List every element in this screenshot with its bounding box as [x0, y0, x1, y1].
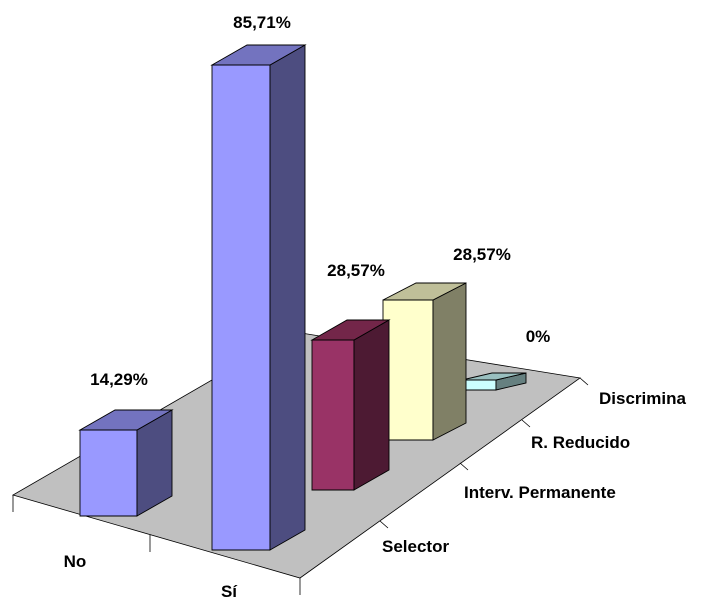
depth-category-label-0: Selector: [382, 537, 449, 556]
bar-no-selector: [78, 409, 174, 517]
bar-top: [310, 319, 391, 341]
data-label-4: 0%: [526, 327, 551, 346]
data-label-1: 85,71%: [233, 13, 291, 32]
bar-s-interv-permanente: [310, 319, 391, 491]
x-category-label-no: No: [64, 552, 87, 571]
labels-group: 14,29% 85,71% 28,57% 28,57% 0% No Sí Selector In…: [64, 13, 687, 601]
bar-top: [78, 409, 174, 431]
bar-top: [210, 44, 307, 66]
data-label-0: 14,29%: [90, 370, 148, 389]
axis-tick: [521, 419, 531, 428]
bar-top: [382, 282, 467, 301]
bars-group: [78, 44, 527, 551]
bar-front: [382, 299, 434, 441]
bar-front: [79, 429, 138, 517]
depth-category-label-3: Discrimina: [599, 389, 686, 408]
bar-top: [461, 372, 527, 381]
bar-s-r-reducido: [382, 282, 467, 441]
data-label-3: 28,57%: [453, 245, 511, 264]
bar-front: [311, 339, 355, 491]
bar-front: [461, 379, 497, 391]
axis-ticks: [12, 377, 589, 595]
axis-tick: [579, 377, 589, 386]
bar-side: [269, 44, 306, 551]
bar-s-discrimina: [461, 372, 527, 391]
x-category-label-si: Sí: [221, 582, 238, 601]
axis-tick: [379, 520, 389, 529]
bar-side: [353, 319, 390, 491]
depth-category-label-1: Interv. Permanente: [464, 483, 616, 502]
depth-category-label-2: R. Reducido: [531, 433, 630, 452]
axis-tick: [459, 462, 469, 471]
bar-s-selector: [210, 44, 307, 551]
bar-side: [432, 282, 467, 441]
bar-front: [211, 64, 271, 551]
data-label-2: 28,57%: [327, 261, 385, 280]
